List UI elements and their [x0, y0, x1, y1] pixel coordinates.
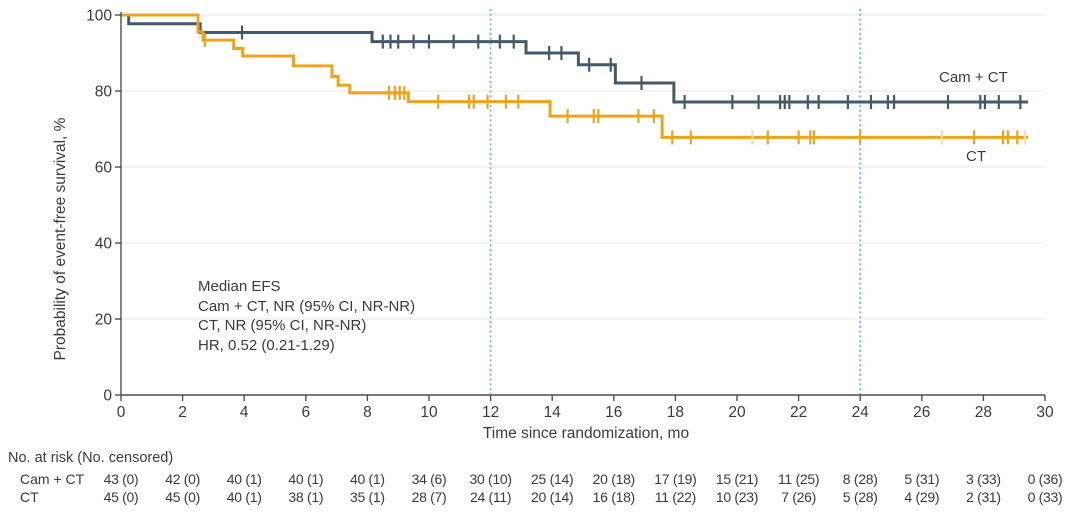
y-tick-label: 20	[95, 312, 113, 329]
series-label-ct: CT	[966, 148, 986, 165]
risk-value-ct-12mo: 24 (11)	[469, 489, 512, 505]
x-tick-label: 16	[605, 404, 622, 421]
survival-curve-camct	[121, 13, 1029, 104]
risk-table-header: No. at risk (No. censored)	[8, 450, 174, 466]
risk-value-camct-20mo: 15 (21)	[715, 471, 759, 487]
risk-value-camct-8mo: 40 (1)	[350, 471, 385, 487]
x-tick-label: 24	[852, 404, 870, 421]
x-tick-label: 10	[420, 404, 438, 421]
risk-value-ct-0mo: 45 (0)	[103, 489, 139, 505]
risk-value-ct-20mo: 10 (23)	[715, 489, 759, 505]
risk-value-camct-16mo: 20 (18)	[592, 471, 636, 487]
x-tick-label: 4	[240, 404, 249, 421]
annotation-line-camct: Cam + CT, NR (95% CI, NR-NR)	[198, 297, 416, 315]
y-tick-label: 60	[95, 160, 113, 177]
risk-value-camct-22mo: 11 (25)	[777, 471, 820, 487]
annotation-line-hr: HR, 0.52 (0.21-1.29)	[198, 337, 335, 355]
risk-value-camct-14mo: 25 (14)	[531, 471, 574, 487]
annotation-line-ct: CT, NR (95% CI, NR-NR)	[198, 317, 367, 335]
risk-value-camct-2mo: 42 (0)	[165, 471, 200, 487]
risk-value-camct-24mo: 8 (28)	[842, 471, 878, 487]
risk-value-camct-18mo: 17 (19)	[654, 471, 697, 487]
risk-value-ct-4mo: 40 (1)	[226, 489, 262, 505]
risk-value-ct-10mo: 28 (7)	[411, 489, 447, 505]
y-tick-label: 80	[95, 84, 113, 101]
y-tick-label: 40	[95, 236, 113, 253]
survival-curve-ct	[121, 13, 1029, 139]
risk-value-camct-26mo: 5 (31)	[904, 471, 940, 487]
x-tick-label: 2	[178, 404, 187, 421]
risk-value-ct-28mo: 2 (31)	[966, 489, 1001, 505]
x-tick-label: 12	[482, 404, 499, 421]
risk-row-label-camct: Cam + CT	[20, 471, 85, 487]
risk-value-ct-16mo: 16 (18)	[592, 489, 636, 505]
x-tick-label: 6	[301, 404, 310, 421]
x-tick-label: 0	[117, 404, 126, 421]
x-tick-label: 18	[667, 404, 684, 421]
x-tick-label: 30	[1036, 404, 1054, 421]
risk-value-ct-14mo: 20 (14)	[531, 489, 574, 505]
risk-row-label-ct: CT	[20, 489, 39, 505]
y-tick-label: 100	[86, 8, 112, 25]
x-tick-label: 20	[728, 404, 746, 421]
risk-value-ct-22mo: 7 (26)	[781, 489, 816, 505]
risk-value-camct-0mo: 43 (0)	[103, 471, 139, 487]
risk-value-camct-10mo: 34 (6)	[411, 471, 447, 487]
annotation-median-efs: Median EFS Cam + CT, NR (95% CI, NR-NR) …	[198, 277, 415, 356]
y-axis-title: Probability of event-free survival, %	[52, 117, 69, 361]
series-label-camct: Cam + CT	[939, 69, 1008, 86]
risk-value-ct-6mo: 38 (1)	[288, 489, 324, 505]
risk-value-ct-8mo: 35 (1)	[350, 489, 385, 505]
risk-value-ct-30mo: 0 (33)	[1027, 489, 1063, 505]
risk-value-ct-18mo: 11 (22)	[654, 489, 697, 505]
x-tick-label: 14	[544, 404, 562, 421]
risk-value-ct-2mo: 45 (0)	[165, 489, 200, 505]
risk-value-camct-12mo: 30 (10)	[469, 471, 512, 487]
x-tick-label: 26	[913, 404, 930, 421]
y-tick-label: 0	[103, 388, 112, 405]
risk-value-camct-28mo: 3 (33)	[966, 471, 1001, 487]
risk-value-ct-24mo: 5 (28)	[842, 489, 878, 505]
annotation-line-title: Median EFS	[198, 278, 281, 295]
x-tick-label: 22	[790, 404, 807, 421]
risk-value-ct-26mo: 4 (29)	[904, 489, 940, 505]
x-tick-label: 8	[363, 404, 372, 421]
risk-value-camct-30mo: 0 (36)	[1027, 471, 1063, 487]
x-tick-label: 28	[975, 404, 992, 421]
risk-value-camct-6mo: 40 (1)	[288, 471, 324, 487]
x-axis-title: Time since randomization, mo	[482, 425, 690, 442]
risk-value-camct-4mo: 40 (1)	[226, 471, 262, 487]
